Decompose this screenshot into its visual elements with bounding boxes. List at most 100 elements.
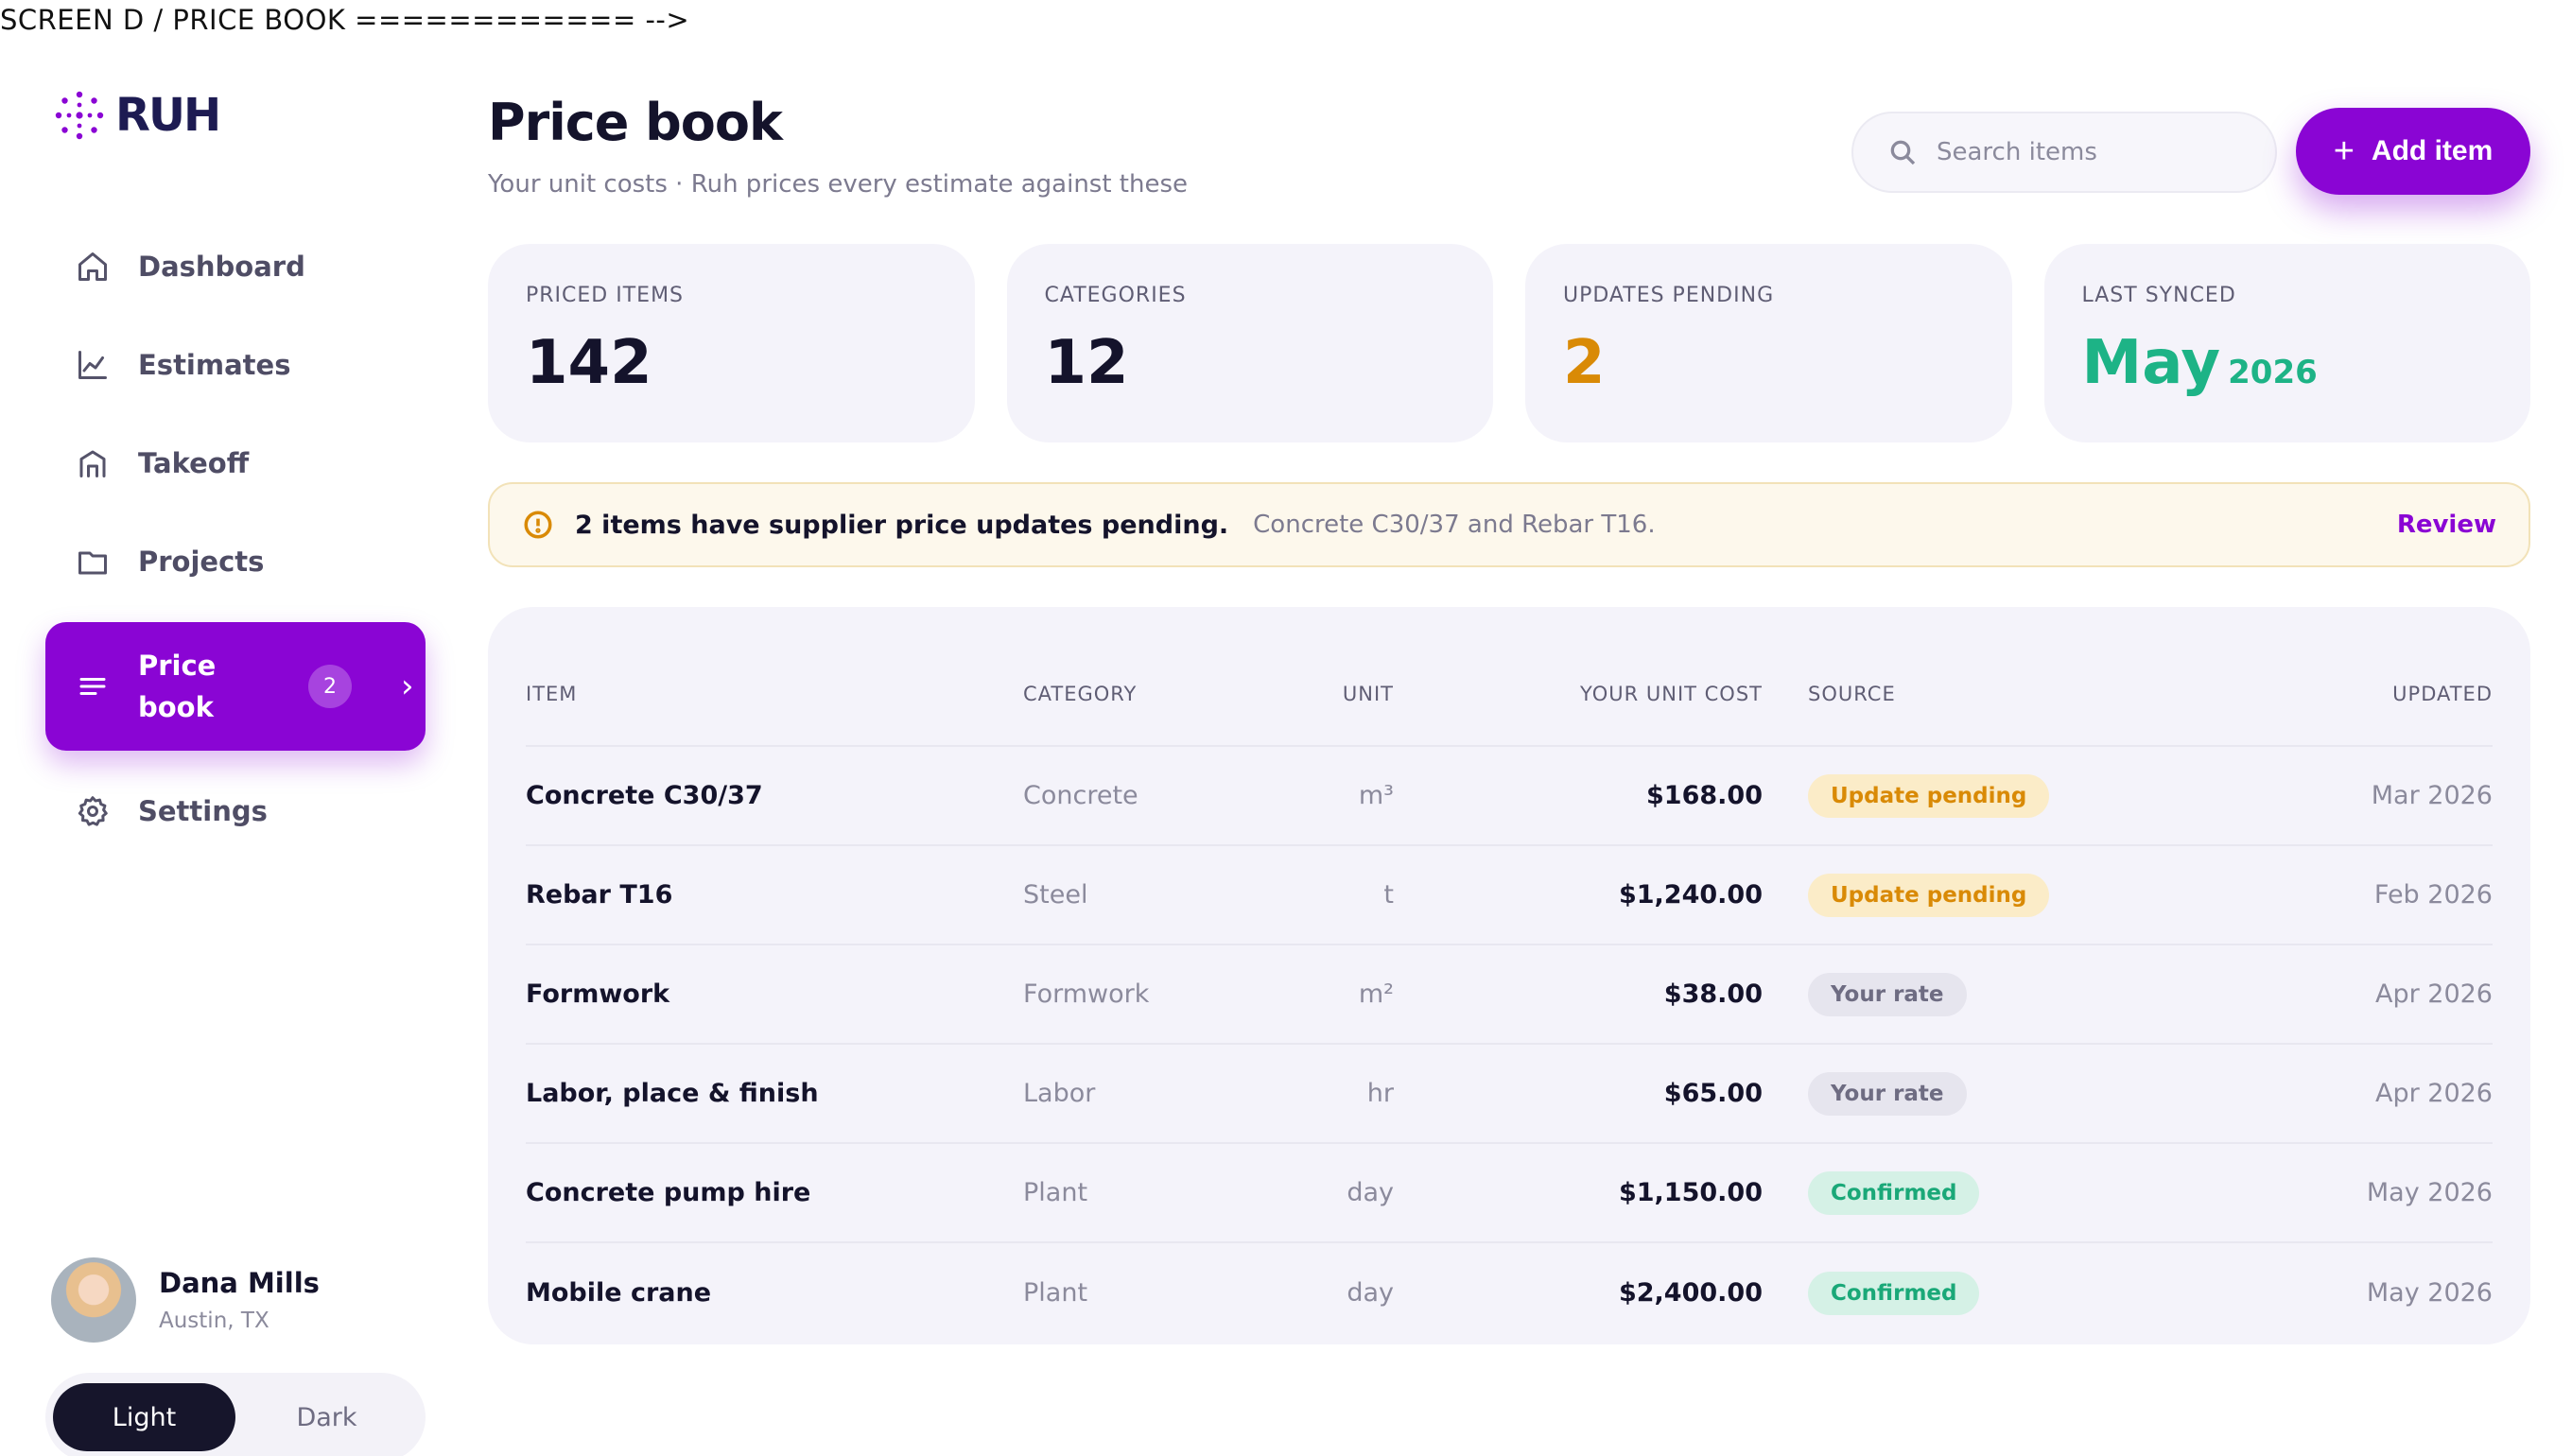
sidebar-item-takeoff[interactable]: Takeoff — [45, 414, 426, 512]
status-badge: Your rate — [1808, 972, 1967, 1016]
avatar — [51, 1257, 136, 1343]
cell-updated: Apr 2026 — [2374, 1079, 2493, 1108]
sidebar-item-label: Estimates — [138, 349, 291, 381]
chevron-right-icon: › — [401, 667, 414, 705]
stats-row: PRICED ITEMS 142 CATEGORIES 12 UPDATES P… — [488, 244, 2530, 442]
table-row[interactable]: Rebar T16 Steel t $1,240.00 Update pendi… — [526, 846, 2493, 945]
user-name: Dana Mills — [159, 1267, 320, 1299]
screen-label: SCREEN D / PRICE BOOK ============ --> — [0, 4, 690, 36]
search-icon — [1890, 140, 1916, 165]
cell-item: Labor, place & finish — [526, 1079, 819, 1108]
price-table: ITEM CATEGORY UNIT YOUR UNIT COST SOURCE… — [488, 607, 2530, 1344]
cell-item: Mobile crane — [526, 1278, 712, 1308]
cell-unit-cost: $38.00 — [1663, 979, 1763, 1009]
status-badge: Confirmed — [1808, 1271, 1980, 1315]
stat-label: LAST SYNCED — [2081, 284, 2236, 307]
cell-unit-cost: $1,150.00 — [1618, 1178, 1763, 1207]
column-header-category[interactable]: CATEGORY — [1023, 683, 1138, 705]
building-icon — [79, 450, 106, 477]
sidebar-item-price-book[interactable]: Price book 2 › — [45, 622, 426, 751]
cell-category: Formwork — [1023, 979, 1150, 1009]
stat-value: 142 — [526, 328, 652, 398]
cell-updated: Feb 2026 — [2373, 880, 2493, 910]
stat-month: May — [2081, 328, 2221, 398]
status-badge: Update pending — [1808, 873, 2050, 917]
cell-unit: t — [1383, 880, 1394, 910]
sidebar-item-settings[interactable]: Settings — [45, 762, 426, 860]
sidebar-item-label: Price book — [138, 645, 280, 728]
theme-dark-option[interactable]: Dark — [296, 1402, 357, 1432]
alert-message: 2 items have supplier price updates pend… — [575, 510, 1229, 540]
brand-logo-icon — [55, 91, 104, 140]
page-subtitle: Your unit costs · Ruh prices every estim… — [488, 170, 1189, 199]
user-profile[interactable]: Dana Mills Austin, TX — [51, 1257, 320, 1343]
stat-year: 2026 — [2228, 354, 2318, 391]
price-update-alert: 2 items have supplier price updates pend… — [488, 482, 2530, 567]
cell-source: Your rate — [1763, 1071, 2103, 1116]
status-badge: Confirmed — [1808, 1170, 1980, 1215]
table-row[interactable]: Labor, place & finish Labor hr $65.00 Yo… — [526, 1045, 2493, 1144]
cell-unit: day — [1347, 1178, 1394, 1207]
cell-category: Concrete — [1023, 781, 1138, 810]
sidebar-item-estimates[interactable]: Estimates — [45, 316, 426, 414]
brand-logo[interactable]: RUH — [51, 87, 221, 144]
search-box[interactable] — [1851, 112, 2277, 193]
table-row[interactable]: Formwork Formwork m² $38.00 Your rate Ap… — [526, 945, 2493, 1045]
cell-unit: m³ — [1358, 781, 1394, 810]
status-badge: Your rate — [1808, 1071, 1967, 1116]
page-title: Price book — [488, 93, 783, 152]
alert-detail: Concrete C30/37 and Rebar T16. — [1253, 511, 1656, 539]
sidebar-item-label: Dashboard — [138, 251, 305, 283]
cell-unit-cost: $65.00 — [1663, 1079, 1763, 1108]
cell-category: Plant — [1023, 1178, 1088, 1207]
brand-name: RUH — [115, 89, 221, 142]
sidebar-item-projects[interactable]: Projects — [45, 512, 426, 611]
cell-unit: hr — [1366, 1079, 1394, 1108]
sidebar-item-label: Settings — [138, 795, 268, 827]
cell-source: Confirmed — [1763, 1271, 2103, 1315]
column-header-item[interactable]: ITEM — [526, 683, 578, 705]
cell-category: Plant — [1023, 1278, 1088, 1308]
sidebar-item-label-line1: Price — [138, 650, 217, 682]
cell-updated: May 2026 — [2366, 1278, 2493, 1308]
table-row[interactable]: Concrete C30/37 Concrete m³ $168.00 Upda… — [526, 747, 2493, 846]
stat-card-categories: CATEGORIES 12 — [1006, 244, 1493, 442]
count-badge: 2 — [308, 665, 352, 708]
column-header-updated[interactable]: UPDATED — [2392, 683, 2493, 705]
cell-unit: m² — [1358, 979, 1394, 1009]
folder-icon — [78, 551, 107, 575]
plus-icon: + — [2333, 130, 2355, 171]
column-header-source[interactable]: SOURCE — [1808, 683, 1896, 705]
cell-item: Concrete C30/37 — [526, 781, 763, 810]
review-link[interactable]: Review — [2396, 511, 2496, 539]
stat-value: 2 — [1563, 328, 1606, 398]
stat-card-priced-items: PRICED ITEMS 142 — [488, 244, 975, 442]
chart-icon — [78, 351, 107, 379]
table-row[interactable]: Mobile crane Plant day $2,400.00 Confirm… — [526, 1243, 2493, 1343]
column-header-unit[interactable]: UNIT — [1342, 683, 1394, 705]
cell-unit-cost: $2,400.00 — [1618, 1278, 1763, 1308]
cell-source: Your rate — [1763, 972, 2103, 1016]
table-header: ITEM CATEGORY UNIT YOUR UNIT COST SOURCE… — [526, 643, 2493, 747]
sidebar-item-label: Takeoff — [138, 447, 250, 479]
cell-category: Steel — [1023, 880, 1088, 910]
sidebar-item-label-line2: book — [138, 691, 214, 723]
cell-unit: day — [1347, 1278, 1394, 1308]
cell-source: Update pending — [1763, 773, 2103, 818]
cell-item: Formwork — [526, 979, 670, 1009]
theme-light-option[interactable]: Light — [53, 1383, 235, 1451]
sidebar-item-label: Projects — [138, 546, 265, 578]
stat-label: UPDATES PENDING — [1563, 284, 1775, 307]
add-item-label: Add item — [2371, 135, 2494, 166]
stat-value: May 2026 — [2082, 328, 2494, 398]
stat-value: 12 — [1044, 328, 1129, 398]
table-row[interactable]: Concrete pump hire Plant day $1,150.00 C… — [526, 1144, 2493, 1243]
cell-unit-cost: $168.00 — [1646, 781, 1763, 810]
status-badge: Update pending — [1808, 773, 2050, 818]
cell-category: Labor — [1023, 1079, 1096, 1108]
sidebar-item-dashboard[interactable]: Dashboard — [45, 217, 426, 316]
search-input[interactable] — [1937, 138, 2239, 166]
user-location: Austin, TX — [159, 1309, 269, 1333]
column-header-unit-cost[interactable]: YOUR UNIT COST — [1580, 683, 1763, 705]
add-item-button[interactable]: + Add item — [2296, 108, 2530, 195]
